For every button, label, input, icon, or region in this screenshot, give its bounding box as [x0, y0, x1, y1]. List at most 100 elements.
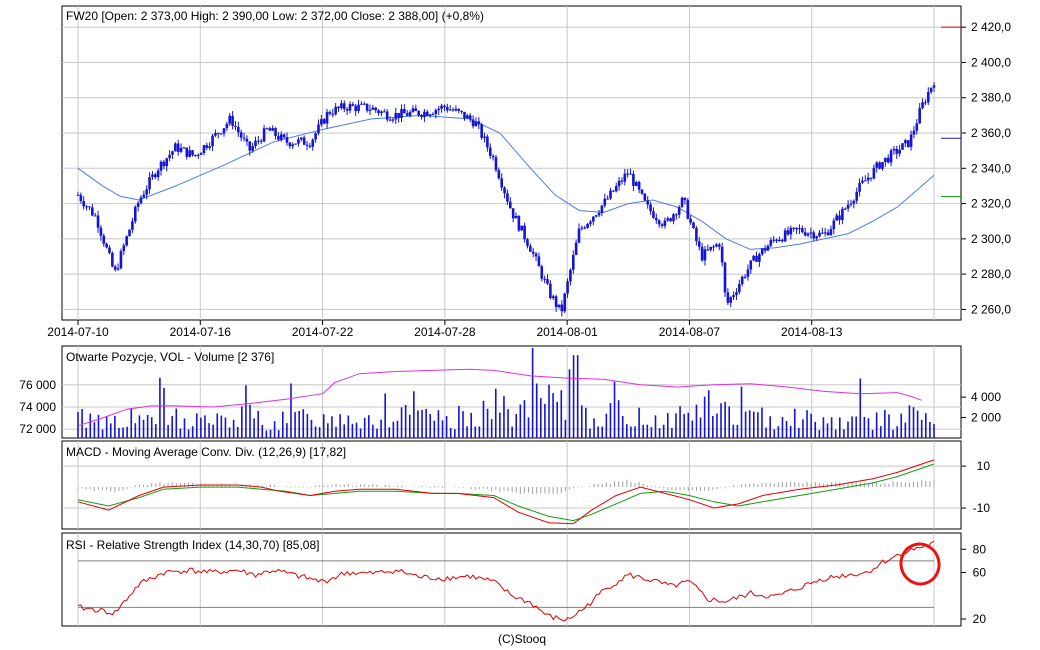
price-candle-body — [259, 140, 263, 142]
price-candle-body — [549, 283, 552, 298]
open-interest-tick-label: 74 000 — [19, 400, 56, 414]
price-x-tick-label: 2014-07-22 — [292, 325, 354, 339]
price-candle-body — [128, 229, 131, 237]
price-title: FW20 [Open: 2 373,00 High: 2 390,00 Low:… — [66, 9, 484, 23]
price-candle-body — [483, 136, 486, 138]
price-candle-body — [612, 190, 615, 192]
price-candle-body — [368, 109, 372, 111]
price-candle-body — [131, 221, 134, 230]
price-candle-body — [294, 143, 297, 145]
price-candle-body — [915, 123, 919, 131]
price-candle-body — [285, 137, 289, 143]
price-candle-body — [211, 135, 214, 147]
price-candle-body — [337, 106, 340, 109]
price-candle-body — [929, 87, 933, 92]
price-candle-body — [809, 232, 813, 234]
price-candle-body — [171, 151, 174, 155]
price-candle-body — [322, 119, 326, 124]
price-candle-body — [855, 191, 859, 201]
price-candle-body — [125, 236, 128, 246]
price-candle-body — [600, 205, 604, 214]
price-candle-body — [300, 137, 303, 140]
price-candle-body — [302, 137, 306, 145]
price-candle-body — [889, 150, 893, 163]
price-candle-body — [188, 150, 191, 157]
price-candle-body — [843, 208, 847, 210]
price-candle-body — [812, 232, 816, 239]
price-candle-body — [254, 140, 257, 147]
price-candle-body — [282, 134, 286, 138]
price-candle-body — [357, 104, 360, 111]
rsi-line — [77, 540, 935, 622]
price-candle-body — [271, 128, 274, 131]
price-candle-body — [603, 198, 607, 206]
price-panel: FW20 [Open: 2 373,00 High: 2 390,00 Low:… — [47, 5, 1011, 339]
price-candle-body — [394, 112, 398, 120]
price-candle-body — [133, 206, 137, 222]
price-candle-body — [208, 146, 211, 148]
price-tick-label: 2 400,0 — [971, 55, 1011, 69]
price-candles — [76, 82, 936, 317]
price-candle-body — [571, 254, 575, 270]
price-candle-body — [752, 255, 755, 261]
price-candle-body — [649, 204, 652, 212]
price-candle-body — [783, 230, 787, 242]
price-candle-body — [677, 207, 681, 215]
price-candle-body — [846, 204, 850, 209]
price-candle-body — [351, 104, 355, 106]
price-candle-body — [758, 254, 761, 262]
rsi-tick-label: 60 — [973, 566, 987, 580]
price-candle-body — [861, 180, 864, 183]
price-candle-body — [669, 218, 672, 222]
price-candle-body — [640, 189, 644, 194]
price-candle-body — [872, 167, 876, 179]
price-candle-body — [560, 304, 564, 312]
price-tick-label: 2 360,0 — [971, 126, 1011, 140]
price-candle-body — [345, 109, 349, 111]
price-candle-body — [420, 115, 423, 118]
price-candle-body — [288, 142, 292, 147]
rsi-tick-label: 20 — [973, 612, 987, 626]
price-candle-body — [511, 208, 515, 219]
price-candle-body — [617, 180, 621, 187]
price-candle-body — [405, 113, 409, 116]
price-candle-body — [780, 239, 784, 242]
macd-tick-label: -10 — [973, 501, 991, 515]
price-candle-body — [196, 154, 200, 156]
price-candle-body — [732, 295, 735, 298]
price-candle-body — [239, 132, 243, 138]
price-candle-body — [517, 216, 521, 231]
price-candle-body — [818, 232, 821, 237]
price-x-tick-label: 2014-07-10 — [47, 325, 109, 339]
price-candle-body — [431, 114, 435, 116]
macd-axis: 10 -10 — [961, 459, 990, 515]
price-x-tick-label: 2014-08-13 — [781, 325, 843, 339]
price-candle-body — [729, 297, 733, 303]
price-candle-body — [706, 249, 710, 251]
price-x-axis: 2014-07-10 2014-07-16 2014-07-22 2014-07-28… — [47, 320, 843, 339]
price-candle-body — [99, 227, 103, 236]
price-candle-body — [554, 296, 558, 308]
price-candle-body — [108, 247, 111, 254]
price-candle-body — [569, 269, 572, 282]
price-candle-body — [760, 248, 764, 255]
price-tick-label: 2 300,0 — [971, 232, 1011, 246]
macd-histogram — [77, 479, 935, 494]
price-candle-body — [697, 241, 701, 247]
price-candle-body — [634, 182, 638, 186]
price-candle-body — [451, 109, 455, 111]
price-candle-body — [374, 107, 378, 111]
price-candle-body — [488, 147, 492, 156]
price-candle-body — [460, 110, 463, 112]
price-candle-body — [474, 121, 478, 127]
price-candle-body — [468, 115, 472, 120]
price-candle-body — [457, 108, 461, 111]
open-interest-line — [77, 368, 922, 427]
price-candle-body — [182, 147, 186, 149]
price-candle-body — [869, 177, 873, 179]
volume-title: Otwarte Pozycje, VOL - Volume [2 376] — [66, 350, 274, 364]
price-candle-body — [119, 251, 123, 269]
price-candle-body — [162, 161, 166, 167]
price-candle-body — [159, 161, 163, 171]
price-candle-body — [434, 110, 438, 115]
